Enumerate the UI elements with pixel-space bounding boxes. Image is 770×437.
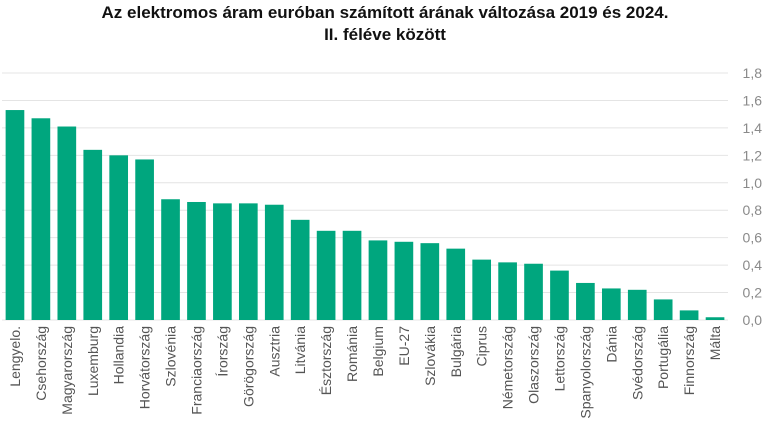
bar-horvátország — [135, 159, 154, 320]
bar-szlovákia — [420, 243, 440, 320]
bar-belgium — [368, 240, 388, 320]
bar-ausztria — [264, 204, 284, 320]
bar-lettország — [550, 270, 569, 320]
x-tick-label: Franciaország — [188, 326, 204, 415]
bar-csehország — [31, 118, 51, 321]
y-tick-label: 0,2 — [743, 285, 763, 301]
x-tick-label: Németország — [500, 326, 516, 409]
bar-franciaország — [187, 201, 206, 320]
x-tick-label: Luxemburg — [85, 326, 101, 396]
bar-litvánia — [290, 219, 310, 320]
y-tick-label: 0,0 — [743, 312, 763, 328]
y-tick-label: 1,6 — [743, 92, 763, 108]
x-tick-label: Csehország — [33, 326, 49, 401]
bar-görögország — [238, 203, 258, 320]
x-tick-label: Finnország — [681, 326, 697, 395]
x-tick-label: Bulgária — [448, 326, 464, 378]
x-tick-label: Hollandia — [111, 326, 127, 385]
bar-szlovénia — [161, 199, 180, 320]
x-tick-label: Svédország — [629, 326, 645, 400]
x-tick-label: Spanyolország — [577, 326, 593, 419]
bar-ciprus — [472, 259, 492, 320]
bar-németország — [498, 262, 517, 320]
bar-olaszország — [524, 263, 543, 320]
y-tick-label: 1,8 — [743, 65, 763, 81]
y-tick-label: 0,4 — [743, 257, 763, 273]
bars — [5, 110, 725, 321]
bar-bulgária — [446, 248, 466, 320]
x-tick-label: Ciprus — [474, 326, 490, 366]
bar-spanyolország — [576, 282, 595, 320]
bar-dánia — [601, 288, 621, 320]
x-tick-label: Lettország — [551, 326, 567, 391]
y-tick-label: 0,6 — [743, 230, 763, 246]
x-tick-label: Szlovákia — [422, 326, 438, 386]
x-tick-label: Észtország — [318, 326, 334, 395]
x-tick-label: Lengyelo. — [7, 326, 23, 387]
x-tick-label: Litvánia — [292, 326, 308, 374]
y-tick-label: 1,0 — [743, 175, 763, 191]
chart-title-line-1: Az elektromos áram euróban számított árá… — [101, 3, 669, 22]
bar-írország — [213, 203, 232, 320]
bar-lengyelo- — [5, 110, 25, 320]
x-tick-label: Magyarország — [59, 326, 75, 415]
x-tick-label: Málta — [707, 326, 723, 360]
x-tick-label: Románia — [344, 326, 360, 382]
x-tick-label: Olaszország — [526, 326, 542, 404]
x-tick-label: Belgium — [370, 326, 386, 377]
bar-észtország — [316, 230, 336, 320]
x-tick-label: Írország — [214, 326, 230, 377]
bar-portugália — [653, 299, 673, 320]
y-axis-ticks: 0,0 0,2 0,4 0,6 0,8 1,0 1,2 1,4 1,6 1,8 — [743, 65, 763, 328]
bar-finnország — [679, 310, 699, 320]
y-tick-label: 1,2 — [743, 147, 763, 163]
chart-title-line-2: II. féléve között — [324, 25, 446, 44]
x-tick-label: Portugália — [655, 326, 671, 389]
bar-hollandia — [109, 155, 129, 320]
x-tick-label: Görögország — [240, 326, 256, 407]
y-tick-label: 0,8 — [743, 202, 763, 218]
x-tick-label: Ausztria — [266, 326, 282, 377]
x-tick-label: Dánia — [603, 326, 619, 363]
x-axis-labels: Lengyelo. Csehország Magyarország Luxemburg… — [7, 326, 723, 419]
bar-svédország — [627, 289, 647, 320]
x-tick-label: Horvátország — [137, 326, 153, 409]
bar-málta — [705, 317, 725, 320]
x-tick-label: EU-27 — [396, 326, 412, 366]
x-tick-label: Szlovénia — [163, 326, 179, 387]
chart-title: Az elektromos áram euróban számított árá… — [0, 2, 770, 46]
bar-luxemburg — [83, 149, 103, 320]
bar-magyarország — [57, 126, 77, 321]
bar-eu-27 — [394, 241, 414, 320]
y-tick-label: 1,4 — [743, 120, 763, 136]
bar-románia — [342, 230, 362, 320]
